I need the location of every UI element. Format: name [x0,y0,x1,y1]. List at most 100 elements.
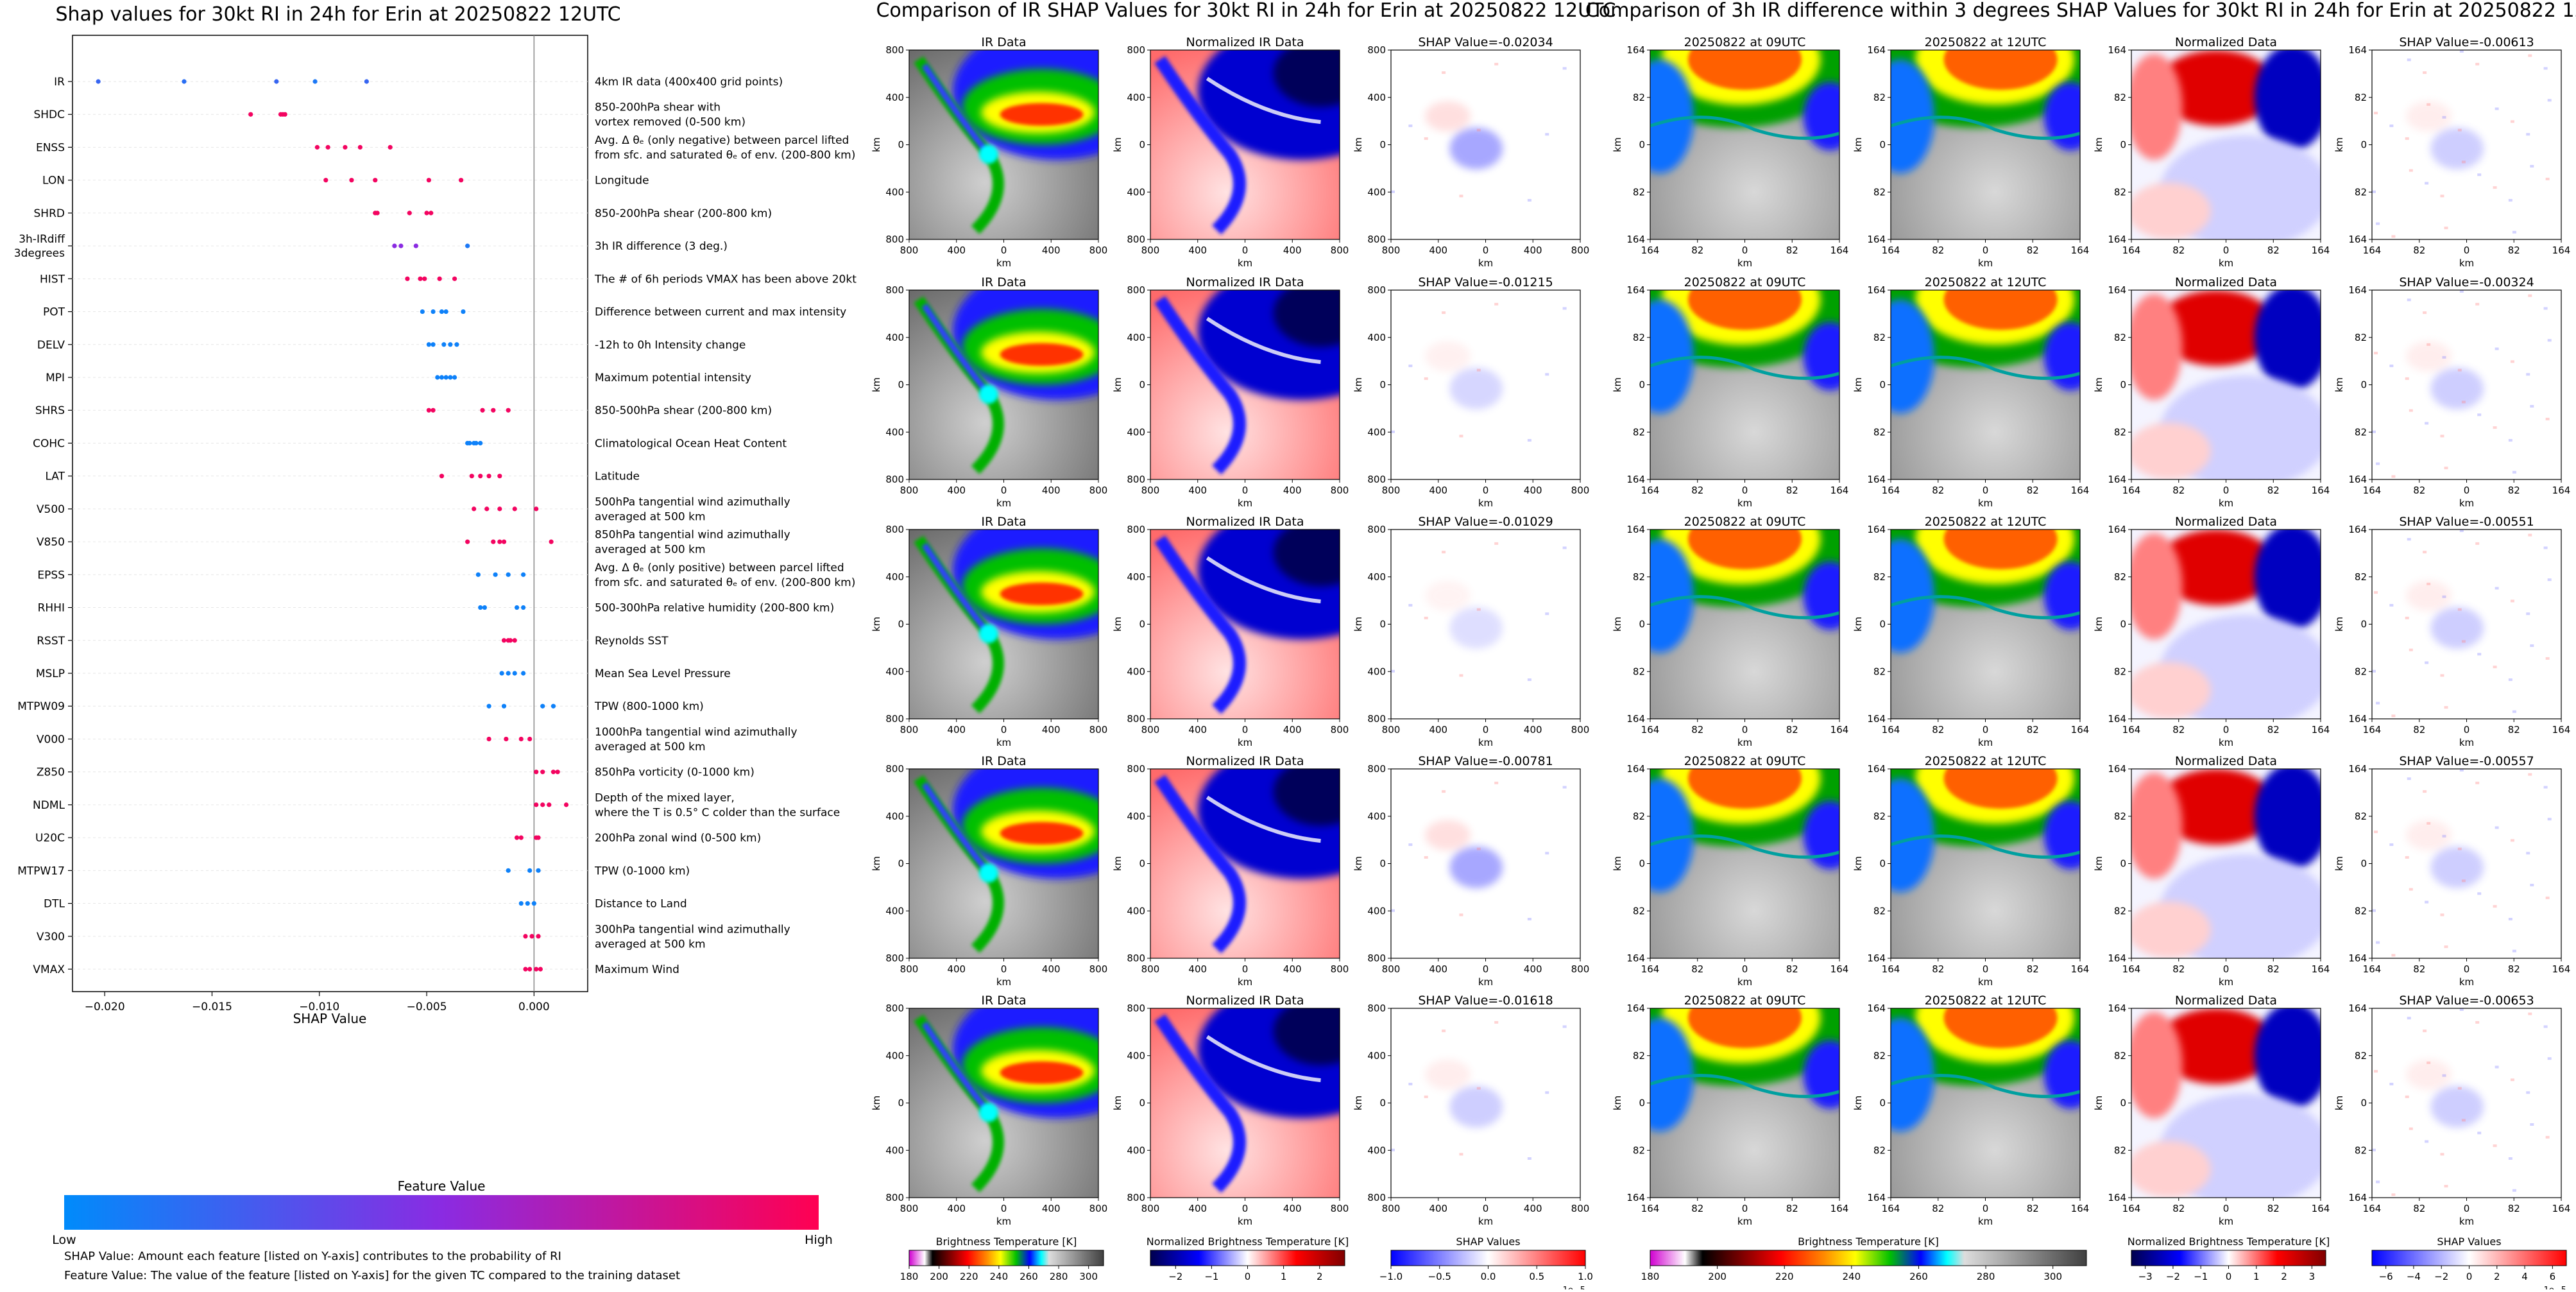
panel-x-tick-label: 400 [1188,245,1207,256]
panel-x-tick-label: 82 [2172,724,2185,736]
panel-x-tick-label: 400 [1283,485,1302,496]
irdiff-panel: Normalized Data 164 82 0 82 164 km 164 82 0 82 164 k… [2093,35,2330,269]
panel-title: SHAP Value=-0.00557 [2399,754,2534,768]
panel-y-tick-label: 400 [885,186,904,198]
panel-x-tick-label: 0 [1742,245,1748,256]
negative-shap-region [2430,607,2484,649]
shap-map-image [1391,50,1580,239]
panel-y-tick-label: 164 [1867,763,1886,775]
shap-speckle [2405,856,2409,859]
warm-region [2131,901,2211,958]
feature-description: averaged at 500 km [595,741,706,754]
irdiff-panel: 20250822 at 12UTC 164 82 0 82 164 km 164 82 0 82 16… [1852,754,2089,988]
shap-speckle [2530,404,2534,408]
panel-y-tick-label: 82 [2114,1050,2126,1062]
panel-y-tick-label: 82 [2114,332,2126,343]
panel-x-tick-label: 800 [1331,245,1349,256]
positive-shap-region [1425,1059,1471,1090]
shap-speckle [1391,190,1395,193]
negative-shap-region [1449,846,1503,888]
ir-panel: Normalized IR Data 800 400 0 400 800 km 800 400 0… [1112,754,1349,988]
cloud-band [1650,778,1694,892]
shap-speckle [2461,879,2466,883]
panel-x-tick-label: 800 [1382,485,1401,496]
panel-x-tick-label: 164 [1830,724,1849,736]
storm-center [979,624,998,643]
panel-y-label: km [2333,856,2345,871]
shap-speckle [1527,678,1531,682]
shap-point [540,703,545,709]
panel-y-tick-label: 400 [1127,666,1145,677]
shap-point [96,79,101,84]
panel-y-tick-label: 164 [1626,1192,1645,1203]
cloud-edge [1650,834,1839,859]
shap-speckle [2547,1057,2552,1060]
warm-region [2131,772,2183,879]
ir-comparison-title: Comparison of IR SHAP Values for 30kt RI… [876,0,1616,22]
panel-y-label: km [871,377,882,392]
panel-x-tick-label: 82 [1786,1203,1798,1214]
irdiff-panel: Normalized Data 164 82 0 82 164 km 164 82 0 82 164 k… [2093,515,2330,748]
ir-image [909,290,1098,479]
panel-x-tick-label: 164 [2363,1203,2382,1214]
panel-x-tick-label: 800 [1089,724,1108,736]
irdiff-panel: 20250822 at 12UTC 164 82 0 82 164 km 164 82 0 82 16… [1852,275,2089,509]
panel-y-tick-label: 0 [1379,619,1386,630]
shap-speckle [2461,1119,2466,1122]
shap-speckle [2442,116,2446,119]
shap-row-gridlines [73,81,588,970]
panel-x-tick-label: 82 [1786,963,1798,975]
panel-x-tick-label: 800 [1089,245,1108,256]
panel-y-tick-label: 0 [1379,858,1386,870]
panel-y-tick-label: 800 [1367,952,1386,964]
shap-speckle [1545,133,1549,136]
colorbar-tick-label: 260 [1909,1271,1928,1282]
ir-panel: SHAP Value=-0.01029 800 400 0 400 800 km 800 400… [1352,515,1589,748]
shap-point [424,211,429,216]
irdiff-panel: Normalized Data 164 82 0 82 164 km 164 82 0 82 164 k… [2093,275,2330,509]
panel-x-tick-label: 164 [2071,1203,2090,1214]
colorbar-gradient [908,1250,1104,1266]
panel-y-tick-label: 0 [898,619,904,630]
panel-y-tick-label: 0 [2120,619,2126,630]
panel-title: Normalized Data [2175,35,2277,49]
panel-x-label: km [2459,976,2474,988]
colorbar-tick-label: −1.0 [1379,1271,1403,1282]
feature-name-label: RHHI [38,602,65,615]
panel-y-label: km [1112,1096,1123,1110]
cloud-band [1943,290,2058,330]
panel-x-tick-label: 164 [1830,485,1849,496]
shap-point [540,770,545,775]
panel-title: SHAP Value=-0.01215 [1418,275,1553,289]
panel-y-tick-label: 800 [885,713,904,725]
colorbar-tick-label: 2 [1317,1271,1323,1282]
panel-x-tick-label: 164 [1830,963,1849,975]
shap-speckle [1545,373,1549,376]
shap-map-image [2372,290,2561,479]
normalized-crop-image [2131,1008,2321,1198]
shap-speckle [2528,54,2532,57]
panel-y-tick-label: 82 [2355,426,2367,438]
shap-point [392,243,397,248]
panel-x-tick-label: 0 [1742,724,1748,736]
shap-speckle [2374,591,2378,594]
colorbar-tick-label: 240 [1843,1271,1861,1282]
x-tick-label: −0.020 [85,1001,125,1013]
shap-speckle [2493,426,2497,429]
positive-shap-region [2406,101,2452,132]
shap-speckle [2376,462,2380,465]
shap-point [439,375,445,380]
panel-y-tick-label: 82 [1873,92,1886,103]
panel-y-tick-label: 800 [885,524,904,535]
panel-x-tick-label: 82 [1691,485,1703,496]
shap-speckle [2547,818,2552,821]
cloud-band [2043,562,2080,630]
irdiff-panel: 20250822 at 09UTC 164 82 0 82 164 km 164 82 0 82 16… [1612,35,1848,269]
panel-x-tick-label: 400 [1283,724,1302,736]
panel-x-tick-label: 800 [1382,1203,1401,1214]
shap-speckle [2475,542,2480,545]
feature-description: Latitude [595,470,640,483]
feature-description: Avg. Δ θₑ (only negative) between parcel… [595,134,849,147]
panel-y-tick-label: 0 [1139,619,1145,630]
panel-y-tick-label: 800 [1367,1003,1386,1014]
